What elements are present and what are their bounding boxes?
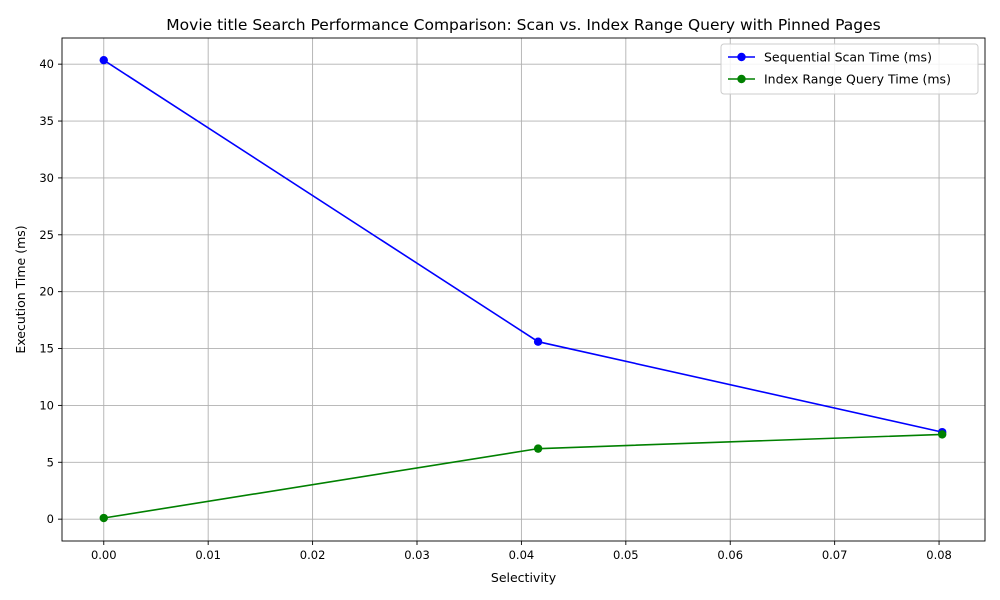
data-point (937, 430, 947, 439)
x-tick-label: 0.03 (404, 548, 430, 562)
legend-item: Sequential Scan Time (ms) (728, 50, 932, 65)
y-tick-label: 25 (39, 228, 54, 242)
legend-item: Index Range Query Time (ms) (728, 72, 951, 87)
y-tick-label: 10 (39, 398, 54, 412)
x-tick-label: 0.05 (613, 548, 639, 562)
x-tick-label: 0.07 (822, 548, 848, 562)
legend-label: Index Range Query Time (ms) (764, 72, 951, 87)
x-axis-label: Selectivity (491, 570, 557, 585)
x-tick-label: 0.08 (926, 548, 952, 562)
legend-marker (737, 74, 746, 84)
x-tick-label: 0.02 (300, 548, 326, 562)
grid-lines (62, 38, 985, 541)
legend-marker (737, 52, 746, 62)
y-tick-label: 40 (39, 57, 54, 71)
plot-frame (61, 37, 986, 542)
data-point (533, 337, 543, 346)
data-point (99, 55, 108, 65)
y-tick-label: 15 (39, 342, 54, 356)
legend-box (720, 43, 979, 95)
x-tick-label: 0.04 (509, 548, 535, 562)
x-tick-label: 0.00 (91, 548, 117, 562)
y-axis-label: Execution Time (ms) (13, 225, 28, 353)
data-point (533, 444, 543, 453)
x-tick-label: 0.01 (195, 548, 221, 562)
axis-ticks: 0.00 0.01 0.02 0.03 0.04 0.05 0.06 0.07 0.08 0 5 10… (39, 57, 952, 562)
data-point (99, 513, 108, 523)
y-tick-label: 30 (39, 171, 54, 185)
x-tick-label: 0.06 (717, 548, 743, 562)
legend-label: Sequential Scan Time (ms) (764, 50, 932, 65)
y-tick-label: 35 (39, 114, 54, 128)
series-1 (99, 430, 947, 523)
y-tick-label: 0 (47, 512, 54, 526)
y-tick-label: 5 (47, 455, 54, 469)
series-layer (99, 55, 947, 523)
y-tick-label: 20 (39, 285, 54, 299)
chart-title: Movie title Search Performance Compariso… (166, 16, 880, 34)
legend: Sequential Scan Time (ms) Index Range Que… (720, 43, 979, 95)
